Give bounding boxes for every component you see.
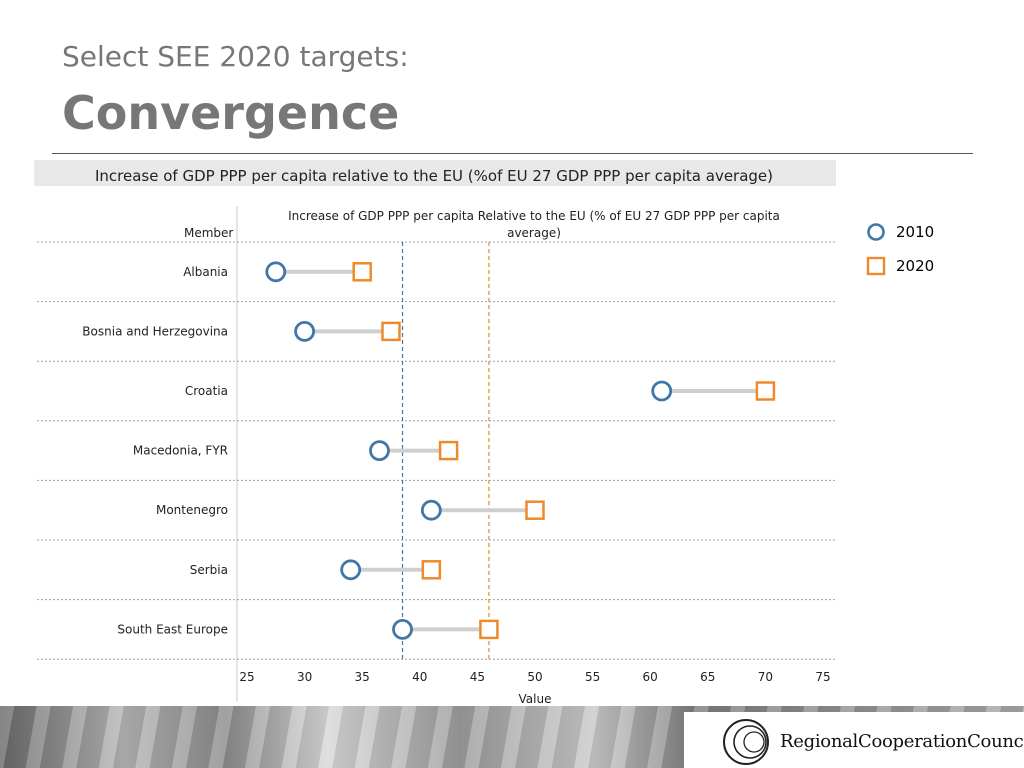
chart-container: Increase of GDP PPP per capita relative … xyxy=(34,160,836,717)
category-label: Serbia xyxy=(190,563,228,577)
chart-inner-title-line1: Increase of GDP PPP per capita Relative … xyxy=(288,209,780,223)
legend-square-marker xyxy=(866,256,886,276)
marker-2020 xyxy=(352,262,372,282)
x-tick-label: 30 xyxy=(297,670,312,684)
x-tick-label: 40 xyxy=(412,670,427,684)
marker-2010 xyxy=(340,559,362,581)
category-label: Montenegro xyxy=(156,503,228,517)
category-label: South East Europe xyxy=(117,622,228,636)
category-label: Albania xyxy=(183,265,228,279)
slide-title: Convergence xyxy=(62,86,400,140)
x-tick-label: 25 xyxy=(239,670,254,684)
marker-2010 xyxy=(369,440,390,462)
category-label: Croatia xyxy=(185,384,228,398)
legend-item-2020: 2020 xyxy=(866,254,934,278)
legend-label-2010: 2010 xyxy=(896,223,935,241)
x-tick-label: 35 xyxy=(355,670,370,684)
marker-2010 xyxy=(420,499,442,521)
x-tick-label: 45 xyxy=(470,670,485,684)
logo-area: RegionalCooperationCouncil xyxy=(684,712,1024,768)
legend: 2010 2020 xyxy=(866,220,934,288)
x-tick-label: 50 xyxy=(527,670,542,684)
x-tick-label: 75 xyxy=(815,670,830,684)
legend-circle-marker xyxy=(867,223,885,241)
legend-item-2010: 2010 xyxy=(866,220,934,244)
marker-2010 xyxy=(294,320,316,342)
marker-2020 xyxy=(381,321,401,342)
x-tick-label: 55 xyxy=(585,670,600,684)
x-tick-label: 60 xyxy=(643,670,658,684)
chart-title-band xyxy=(34,160,836,186)
rcc-logo-icon xyxy=(723,719,769,765)
marker-2010 xyxy=(392,618,413,640)
chart-svg: Increase of GDP PPP per capita relative … xyxy=(34,160,836,706)
marker-2010 xyxy=(265,261,287,283)
chart-inner-title-line2: average) xyxy=(507,226,561,240)
marker-2020 xyxy=(421,560,442,580)
marker-2020 xyxy=(525,500,545,520)
x-axis-label: Value xyxy=(519,692,552,706)
slide-subtitle: Select SEE 2020 targets: xyxy=(62,40,409,73)
category-label: Bosnia and Herzegovina xyxy=(82,324,228,338)
marker-2020 xyxy=(479,619,499,640)
marker-2020 xyxy=(438,440,459,461)
marker-2020 xyxy=(755,381,776,401)
x-tick-label: 70 xyxy=(758,670,773,684)
category-label: Macedonia, FYR xyxy=(133,444,228,458)
y-axis-header: Member xyxy=(184,226,233,240)
marker-2010 xyxy=(651,380,673,402)
legend-label-2020: 2020 xyxy=(896,257,935,275)
x-tick-label: 65 xyxy=(700,670,715,684)
rcc-logo-text: RegionalCooperationCouncil xyxy=(780,731,1024,752)
title-divider xyxy=(52,153,973,154)
chart-title: Increase of GDP PPP per capita relative … xyxy=(95,167,773,185)
